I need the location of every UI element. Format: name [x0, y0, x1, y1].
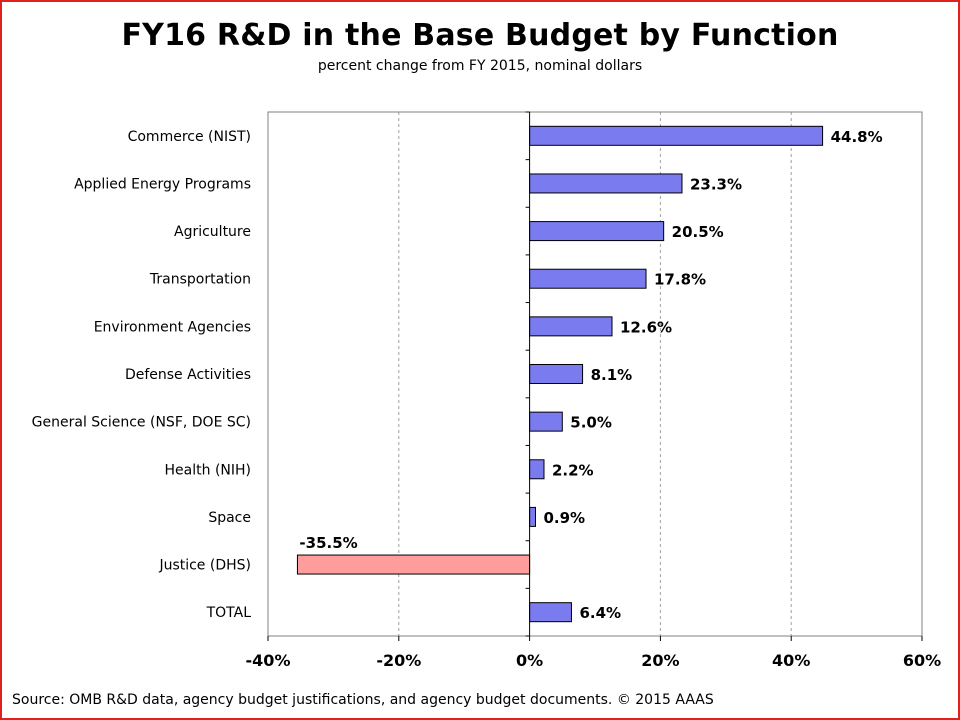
data-label-4: 12.6%	[620, 318, 672, 336]
bar-10	[529, 602, 572, 623]
x-tick-label-3: 20%	[641, 651, 679, 670]
category-label-2: Agriculture	[174, 224, 251, 240]
bar-2	[529, 221, 665, 242]
bar-1	[529, 173, 683, 194]
data-label-9: -35.5%	[299, 534, 357, 552]
bar-8	[529, 506, 536, 527]
bar-0	[529, 125, 824, 146]
category-label-4: Environment Agencies	[94, 319, 251, 335]
category-label-0: Commerce (NIST)	[128, 129, 251, 145]
category-label-6: General Science (NSF, DOE SC)	[32, 415, 251, 431]
bar-5	[529, 364, 584, 384]
category-label-3: Transportation	[149, 272, 251, 288]
data-label-6: 5.0%	[570, 414, 612, 432]
category-label-5: Defense Activities	[125, 367, 251, 383]
x-tick-label-2: 0%	[516, 651, 543, 670]
category-label-7: Health (NIH)	[165, 462, 251, 478]
data-label-7: 2.2%	[552, 461, 594, 479]
data-label-0: 44.8%	[831, 128, 883, 146]
data-label-1: 23.3%	[690, 175, 742, 193]
category-label-10: TOTAL	[206, 605, 252, 621]
source-note: Source: OMB R&D data, agency budget just…	[12, 692, 714, 708]
bar-6	[529, 411, 563, 432]
data-label-2: 20.5%	[672, 223, 724, 241]
category-label-1: Applied Energy Programs	[74, 176, 251, 192]
data-label-10: 6.4%	[579, 604, 621, 622]
data-label-3: 17.8%	[654, 271, 706, 289]
bar-3	[529, 268, 647, 289]
bar-9	[296, 554, 531, 575]
x-tick-label-5: 60%	[903, 651, 941, 670]
plot-area	[267, 111, 923, 637]
data-label-8: 0.9%	[543, 509, 585, 527]
category-label-9: Justice (DHS)	[158, 558, 251, 574]
x-tick-label-1: -20%	[376, 651, 421, 670]
chart-subtitle: percent change from FY 2015, nominal dol…	[317, 58, 643, 74]
bar-4	[529, 316, 613, 337]
category-label-8: Space	[208, 510, 251, 526]
data-label-5: 8.1%	[591, 366, 633, 384]
x-tick-label-4: 40%	[772, 651, 810, 670]
bar-7	[529, 459, 545, 480]
x-tick-label-0: -40%	[246, 651, 291, 670]
chart-title: FY16 R&D in the Base Budget by Function	[121, 18, 839, 53]
